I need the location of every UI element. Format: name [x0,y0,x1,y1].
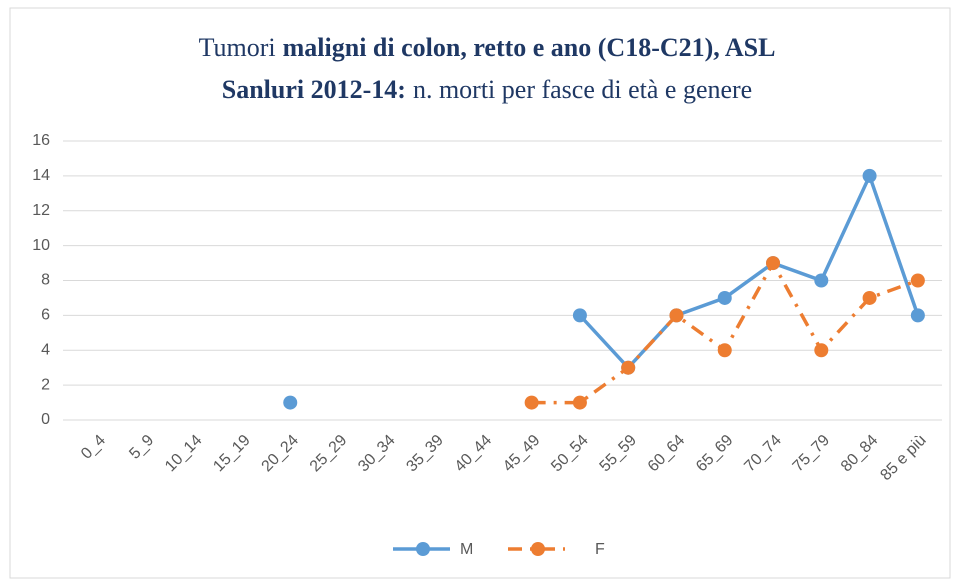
data-point [814,273,829,288]
series-line [578,171,920,371]
data-point [910,308,925,323]
y-tick-label: 10 [32,237,50,254]
data-point [717,290,732,305]
y-tick-label: 16 [32,132,50,149]
chart-border [9,7,951,579]
y-tick-label: 6 [41,307,50,324]
y-tick-label: 0 [41,411,50,428]
legend-label: M [460,541,473,558]
data-point [862,290,877,305]
legend-marker [416,542,430,556]
chart-title: Sanluri 2012-14: n. morti per fasce di et… [222,75,752,104]
y-tick-label: 12 [32,202,50,219]
data-point [717,343,732,358]
y-tick-label: 4 [41,341,50,358]
data-point [669,308,684,323]
data-point [572,395,587,410]
title-part: maligni di colon, retto e ano (C18-C21),… [283,33,776,62]
data-point [814,343,829,358]
title-part: n. morti per fasce di età e genere [413,75,752,104]
legend-marker [531,542,545,556]
title-part: Sanluri 2012-14: [222,75,406,104]
chart-title: Tumori maligni di colon, retto e ano (C18… [199,33,776,62]
y-tick-label: 14 [32,167,50,184]
data-point [910,273,925,288]
legend-label: F [595,541,605,558]
data-point [572,308,587,323]
data-point [283,395,298,410]
data-point [621,360,636,375]
data-point [524,395,539,410]
title-part: Tumori [199,33,276,62]
data-point [862,168,877,183]
y-tick-label: 2 [41,376,50,393]
y-tick-label: 8 [41,272,50,289]
data-point [766,256,781,271]
